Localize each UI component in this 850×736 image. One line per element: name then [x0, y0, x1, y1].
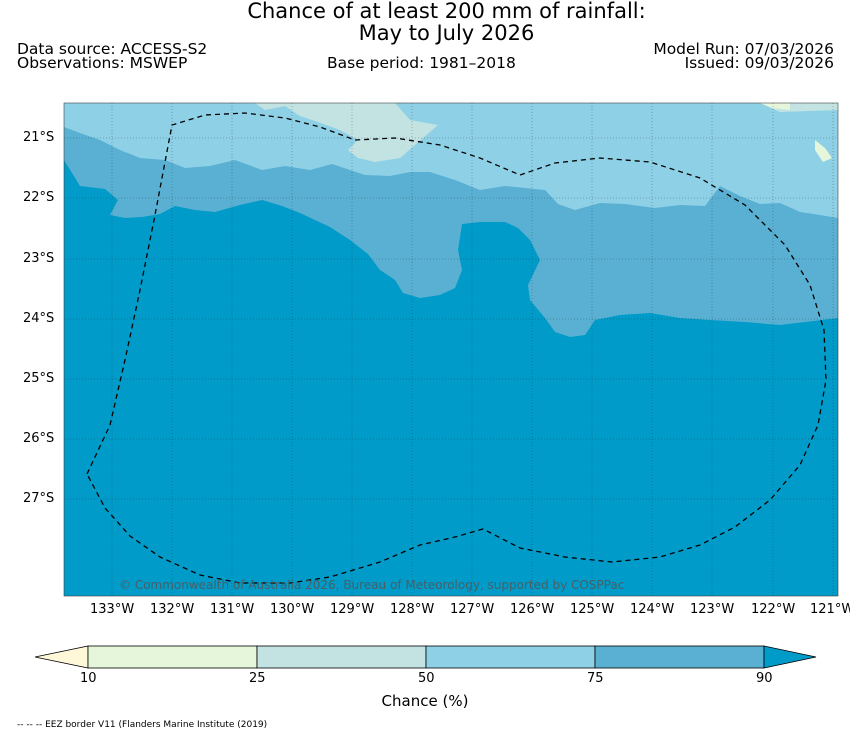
lon-label: 127°W — [450, 602, 495, 617]
lon-label: 126°W — [510, 602, 555, 617]
lon-label: 132°W — [150, 602, 195, 617]
model-run: Model Run: 07/03/2026 — [653, 40, 834, 58]
graticule — [64, 103, 838, 596]
base-period: Base period: 1981–2018 — [327, 54, 516, 72]
lat-label: 27°S — [23, 491, 55, 506]
lon-label: 121°W — [810, 602, 850, 617]
lat-label: 21°S — [23, 130, 55, 145]
colorbar — [34, 645, 817, 669]
colorbar-75-90 — [594, 645, 765, 669]
region-above-90 — [64, 160, 838, 596]
lon-label: 122°W — [751, 602, 796, 617]
colorbar-tick: 50 — [418, 671, 435, 686]
lat-label: 24°S — [23, 311, 55, 326]
colorbar-50-75 — [425, 645, 596, 669]
lat-label: 26°S — [23, 431, 55, 446]
lat-label: 23°S — [23, 251, 55, 266]
colorbar-below-10 — [34, 645, 89, 669]
title-line-1: Chance of at least 200 mm of rainfall: — [247, 0, 646, 23]
data-source: Data source: ACCESS-S2 — [17, 40, 208, 58]
lat-label: 22°S — [23, 190, 55, 205]
lat-label: 25°S — [23, 371, 55, 386]
region-10-25 — [760, 103, 790, 110]
colorbar-25-50 — [256, 645, 427, 669]
lon-label: 125°W — [570, 602, 615, 617]
colorbar-10-25 — [87, 645, 258, 669]
eez-border — [86, 112, 827, 584]
title-line-2: May to July 2026 — [358, 21, 535, 45]
colorbar-tick: 25 — [249, 671, 266, 686]
lon-label: 131°W — [210, 602, 255, 617]
colorbar-tick: 90 — [756, 671, 773, 686]
copyright-notice: © Commonwealth of Australia 2026, Bureau… — [119, 578, 625, 592]
lon-label: 133°W — [90, 602, 135, 617]
lon-label: 130°W — [270, 602, 315, 617]
lon-label: 129°W — [330, 602, 375, 617]
lon-label: 128°W — [390, 602, 435, 617]
colorbar-tick: 10 — [80, 671, 97, 686]
issued-date: Issued: 09/03/2026 — [684, 54, 834, 72]
colorbar-tick: 75 — [587, 671, 604, 686]
colorbar-label: Chance (%) — [381, 692, 469, 710]
colorbar-above-90 — [763, 645, 817, 669]
observations: Observations: MSWEP — [17, 54, 188, 72]
eez-note: -- -- -- EEZ border V11 (Flanders Marine… — [17, 720, 268, 730]
lon-label: 123°W — [690, 602, 735, 617]
lon-label: 124°W — [630, 602, 675, 617]
